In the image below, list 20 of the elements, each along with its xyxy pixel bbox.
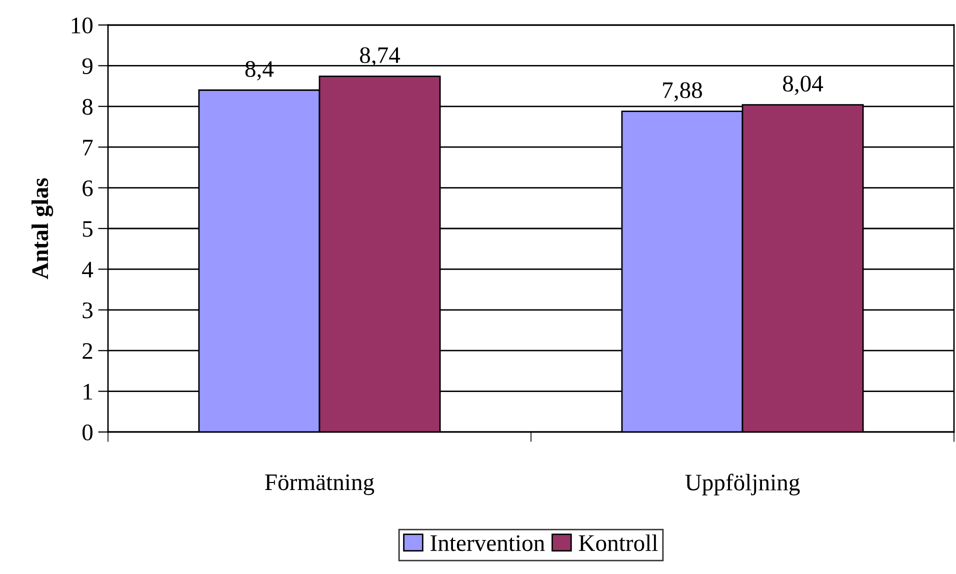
legend-label: Intervention bbox=[430, 535, 545, 552]
data-label: 8,74 bbox=[360, 47, 400, 67]
y-tick-label: 5 bbox=[82, 221, 92, 237]
data-label: 8,04 bbox=[783, 76, 824, 96]
x-tick-label: Förmätning bbox=[265, 474, 374, 496]
y-tick-label: 1 bbox=[84, 384, 92, 400]
y-tick-label: 8 bbox=[82, 98, 93, 115]
x-tick-label: Uppföljning bbox=[685, 474, 800, 496]
data-label: 8,4 bbox=[245, 61, 274, 80]
y-axis-title: Antal glas bbox=[32, 178, 54, 280]
y-tick-label: 6 bbox=[82, 180, 93, 196]
y-tick-label: 7 bbox=[83, 140, 93, 156]
y-tick-label: 10 bbox=[72, 17, 93, 34]
y-tick-label: 2 bbox=[82, 343, 92, 359]
legend-label: Kontroll bbox=[578, 534, 658, 552]
y-tick-label: 3 bbox=[82, 302, 92, 318]
y-tick-label: 4 bbox=[82, 262, 94, 278]
y-tick-label: 9 bbox=[82, 58, 92, 74]
y-tick-label: 0 bbox=[82, 424, 93, 440]
data-label: 7,88 bbox=[663, 82, 702, 102]
